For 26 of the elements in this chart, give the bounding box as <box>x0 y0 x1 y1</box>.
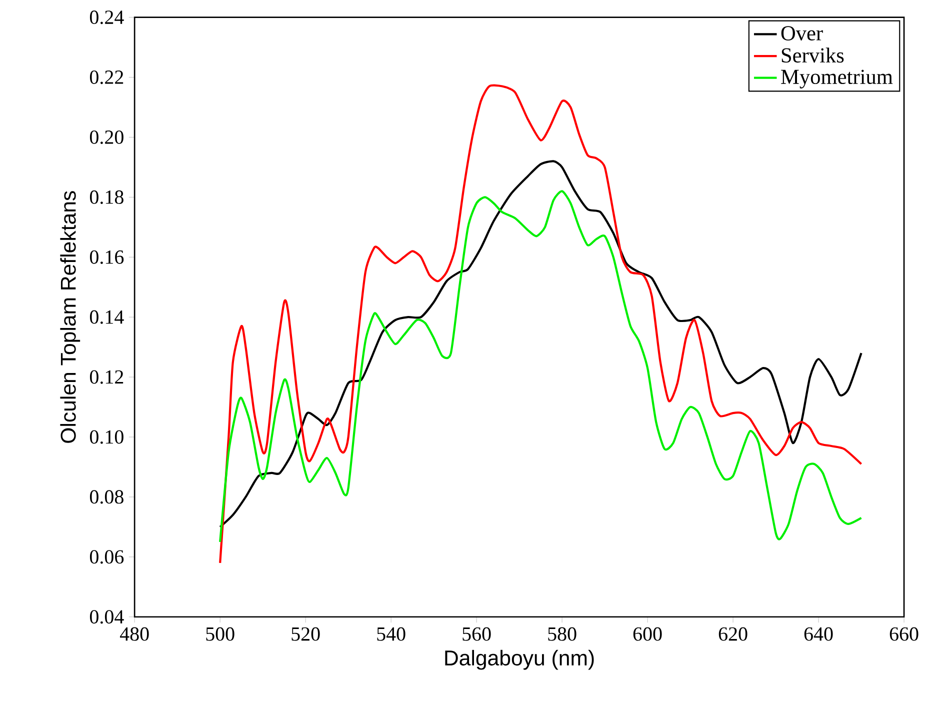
y-tick-label: 0.08 <box>90 490 124 504</box>
y-tick-label: 0.14 <box>90 310 124 324</box>
x-tick-label: 600 <box>633 627 662 641</box>
x-tick-label: 640 <box>804 627 833 641</box>
y-axis-title: Olculen Toplam Reflektans <box>60 190 80 443</box>
x-tick-label: 520 <box>292 627 320 641</box>
x-tick-label: 500 <box>206 627 234 641</box>
y-tick-label: 0.04 <box>90 610 124 624</box>
x-tick-label: 480 <box>120 627 149 641</box>
x-tick-label: 580 <box>548 627 576 641</box>
y-tick-label: 0.10 <box>90 430 124 444</box>
x-tick-label: 540 <box>377 627 406 641</box>
legend-label: Serviks <box>782 47 844 62</box>
y-tick-label: 0.24 <box>90 10 124 24</box>
y-tick-label: 0.06 <box>90 550 124 564</box>
y-tick-label: 0.18 <box>90 190 124 204</box>
legend-label: Over <box>781 26 823 40</box>
x-tick-label: 560 <box>462 627 491 641</box>
legend-label: Myometrium <box>781 70 893 88</box>
x-tick-label: 620 <box>718 627 748 641</box>
y-tick-label: 0.16 <box>90 250 124 264</box>
x-tick-label: 660 <box>890 627 918 641</box>
y-tick-label: 0.22 <box>90 70 124 84</box>
y-tick-label: 0.12 <box>90 370 124 384</box>
y-tick-label: 0.20 <box>90 130 124 144</box>
x-axis-title: Dalgaboyu (nm) <box>445 650 594 670</box>
